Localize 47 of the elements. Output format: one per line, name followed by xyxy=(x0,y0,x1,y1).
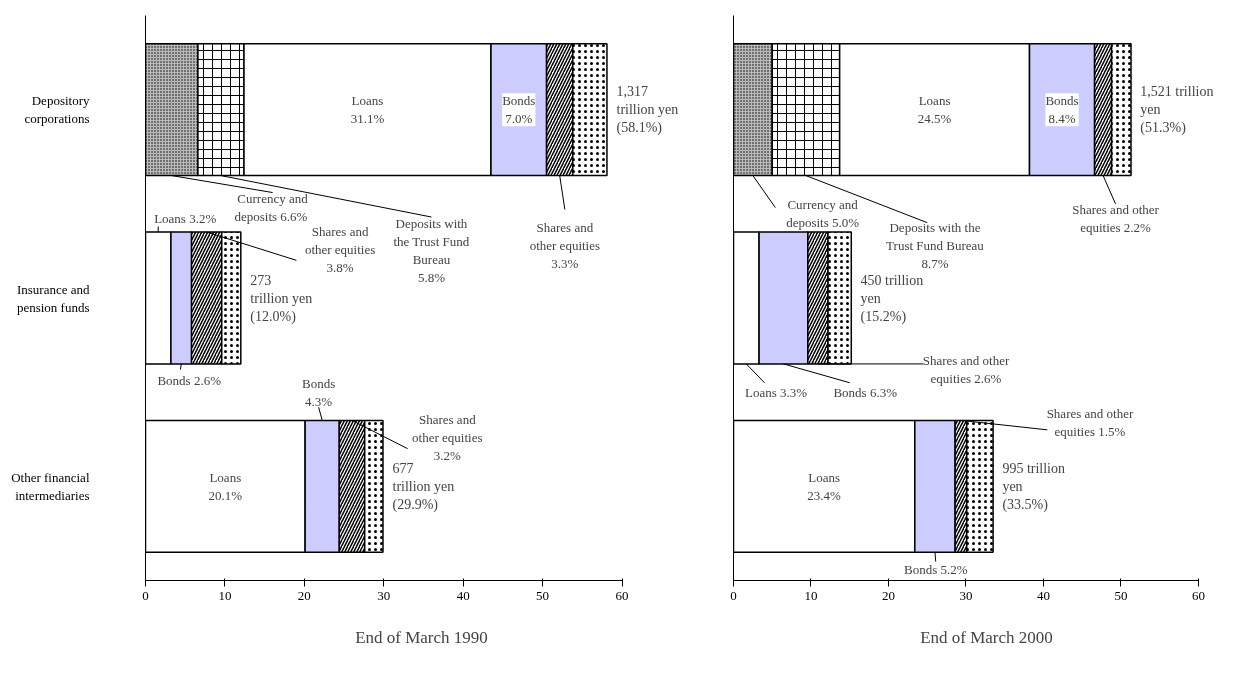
x-tick-label: 0 xyxy=(730,587,737,603)
data-label: Shares and other equities 1.5% xyxy=(1046,405,1134,439)
data-label: Currency and deposits 5.0% xyxy=(786,196,860,230)
data-label: Bonds 2.6% xyxy=(157,373,222,389)
x-tick-label: 30 xyxy=(377,587,391,603)
x-tick-label: 0 xyxy=(142,587,149,603)
y-tick-label: Other financial intermediaries xyxy=(11,469,90,503)
x-tick-label: 60 xyxy=(1191,587,1205,603)
x-tick-label: 30 xyxy=(959,587,973,603)
data-label: Loans 24.5% xyxy=(917,93,952,127)
total-label: 677 trillion yen (29.9%) xyxy=(392,460,455,513)
y-tick-label: Depository corporations xyxy=(24,93,90,127)
data-label: Loans 20.1% xyxy=(208,469,243,503)
data-label: Loans 3.2% xyxy=(154,211,217,227)
data-label: Shares and other equities 2.6% xyxy=(922,353,1010,387)
data-label: Shares and other equities 3.3% xyxy=(529,219,601,271)
total-label: 995 trillion yen (33.5%) xyxy=(1002,460,1066,513)
data-label: Shares and other equities 3.8% xyxy=(304,223,376,275)
x-tick-label: 40 xyxy=(1036,587,1050,603)
total-label: 1,521 trillion yen (51.3%) xyxy=(1140,84,1214,137)
y-tick-label: Insurance and pension funds xyxy=(16,281,90,315)
x-axis-title: End of March 2000 xyxy=(920,627,1053,647)
data-label: Bonds 5.2% xyxy=(903,561,968,577)
x-tick-label: 10 xyxy=(804,587,818,603)
x-tick-label: 10 xyxy=(218,587,232,603)
data-label: Deposits with the Trust Fund Bureau 5.8% xyxy=(393,216,470,286)
x-tick-label: 20 xyxy=(881,587,895,603)
x-axis-title: End of March 1990 xyxy=(355,627,488,647)
data-label: Bonds 4.3% xyxy=(302,375,336,409)
x-tick-label: 40 xyxy=(456,587,470,603)
data-label: Shares and other equities 2.2% xyxy=(1072,202,1160,236)
data-label: Loans 3.3% xyxy=(745,384,808,400)
total-label: 450 trillion yen (15.2%) xyxy=(860,272,924,325)
data-label: Shares and other equities 3.2% xyxy=(412,411,483,463)
x-tick-label: 20 xyxy=(297,587,311,603)
x-tick-label: 60 xyxy=(615,587,629,603)
total-label: 1,317 trillion yen (58.1%) xyxy=(616,84,679,137)
data-label: Bonds 7.0% xyxy=(502,93,536,127)
data-label: Bonds 8.4% xyxy=(1045,93,1079,127)
x-tick-label: 50 xyxy=(1114,587,1128,603)
data-label: Bonds 6.3% xyxy=(833,384,898,400)
data-label: Loans 31.1% xyxy=(350,93,385,127)
data-label: Deposits with the Trust Fund Bureau 8.7% xyxy=(886,219,985,271)
data-label: Currency and deposits 6.6% xyxy=(234,191,309,225)
total-label: 273 trillion yen (12.0%) xyxy=(250,272,313,325)
x-tick-label: 50 xyxy=(536,587,550,603)
data-label: Loans 23.4% xyxy=(807,469,842,503)
